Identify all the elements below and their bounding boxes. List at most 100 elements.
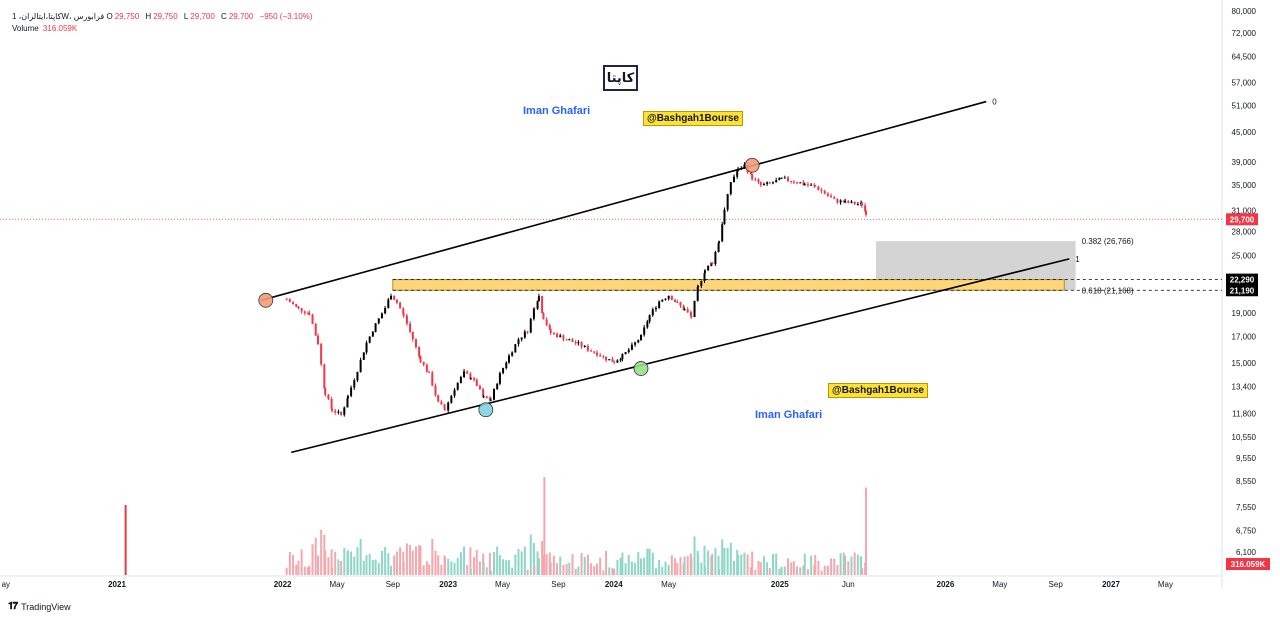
candle-body	[489, 399, 492, 401]
candle-body	[710, 262, 713, 266]
candle-body	[334, 410, 337, 413]
volume-bar	[611, 568, 614, 575]
volume-bar	[718, 569, 721, 575]
candle-body	[517, 339, 520, 345]
candle-body	[340, 411, 343, 415]
candle-body	[541, 296, 544, 313]
price-tick-label: 28,000	[1232, 228, 1257, 237]
candle-body	[847, 200, 850, 203]
candle-body	[478, 385, 481, 390]
candle-body	[529, 318, 532, 333]
candle-body	[443, 404, 446, 410]
volume-bar	[639, 558, 642, 575]
volume-bar	[371, 560, 374, 575]
volume-bar	[746, 554, 749, 575]
volume-bar	[450, 561, 453, 575]
author-label-top: Iman Ghafari	[523, 105, 591, 117]
volume-bar	[723, 547, 726, 575]
candle-body	[759, 181, 762, 186]
volume-bar	[703, 566, 706, 575]
volume-bar	[346, 550, 349, 575]
candle-body	[768, 182, 771, 184]
zone-top-price-tag-text: 22,290	[1230, 276, 1255, 285]
candle-body	[813, 184, 816, 186]
volume-bar	[602, 570, 605, 575]
volume-bar	[440, 564, 443, 575]
tradingview-logo-icon: 𝟏𝟕	[8, 601, 18, 612]
support-resistance-zone	[392, 279, 1065, 291]
candle-body	[599, 355, 602, 357]
candle-body	[453, 389, 456, 396]
price-tick-label: 51,000	[1232, 102, 1257, 111]
tradingview-brand[interactable]: 𝟏𝟕 TradingView	[8, 601, 71, 612]
volume-bar	[533, 565, 536, 575]
volume-bar	[331, 567, 334, 575]
candle-body	[754, 179, 757, 181]
volume-tag-bg	[1226, 558, 1270, 570]
volume-bar	[541, 540, 544, 575]
volume-bar	[670, 555, 673, 575]
volume-bar	[285, 567, 288, 575]
legend-symbol: کاپتا،ایتالران، 1W، فرابورس	[12, 12, 105, 21]
volume-bar	[520, 551, 523, 575]
candle-body	[586, 346, 589, 351]
candle-body	[682, 305, 685, 311]
candle-body	[605, 356, 608, 361]
candle-body	[405, 315, 408, 324]
volume-bar	[552, 555, 555, 575]
candle-body	[390, 295, 393, 300]
time-tick-label: 2021	[108, 580, 126, 589]
volume-bar	[395, 551, 398, 575]
volume-bar	[590, 563, 593, 575]
candle-body	[711, 262, 714, 264]
volume-bar	[627, 554, 630, 575]
volume-bar	[511, 567, 514, 575]
volume-bar	[526, 569, 529, 575]
time-tick-label: ay	[2, 580, 10, 589]
volume-bar	[749, 567, 752, 575]
candle-body	[316, 335, 319, 344]
candle-body	[469, 373, 472, 379]
candle-body	[810, 184, 813, 186]
volume-bar	[362, 560, 365, 575]
volume-bar	[810, 555, 813, 575]
price-tick-label: 35,000	[1232, 181, 1257, 190]
legend-volume-label: Volume	[12, 24, 39, 33]
volume-bar	[667, 564, 670, 575]
price-tick-label: 25,000	[1232, 251, 1257, 260]
price-tick-label: 39,000	[1232, 158, 1257, 167]
volume-bar	[850, 556, 853, 575]
time-tick-label: 2027	[1102, 580, 1120, 589]
volume-bar	[757, 560, 760, 575]
time-tick-label: 2022	[274, 580, 292, 589]
price-tick-label: 11,800	[1232, 409, 1256, 418]
volume-bar	[806, 569, 809, 575]
volume-bar	[613, 568, 616, 575]
channel-lower-line	[291, 258, 1070, 454]
volume-bar	[643, 557, 646, 575]
candle-body	[542, 312, 545, 320]
volume-bar	[595, 563, 598, 575]
volume-bar	[327, 557, 330, 575]
volume-bar	[514, 554, 517, 575]
candle-body	[502, 368, 505, 374]
volume-bar	[790, 562, 793, 575]
candle-body	[836, 198, 839, 203]
candle-body	[634, 342, 637, 345]
volume-bar	[568, 562, 571, 575]
candle-body	[723, 209, 726, 225]
price-tick-label: 80,000	[1232, 7, 1257, 16]
candle-body	[552, 333, 555, 335]
candle-body	[292, 302, 295, 305]
volume-bar	[482, 562, 485, 575]
price-tick-label: 13,400	[1232, 383, 1257, 392]
volume-bar	[425, 561, 428, 575]
time-tick-label: 2026	[937, 580, 955, 589]
volume-bar	[473, 557, 476, 575]
candle-body	[700, 281, 703, 286]
volume-bar	[780, 566, 783, 575]
volume-bar	[766, 562, 769, 575]
candle-body	[717, 243, 720, 253]
volume-bar	[409, 545, 412, 575]
